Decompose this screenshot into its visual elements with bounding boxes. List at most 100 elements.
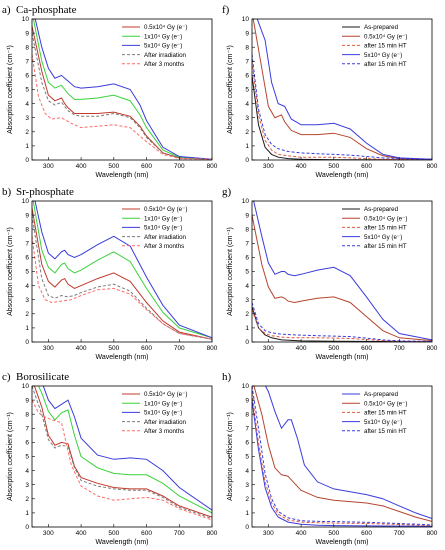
series-line	[252, 215, 432, 342]
series-line	[32, 54, 212, 160]
x-tick-label: 700	[174, 163, 185, 170]
series-line	[252, 302, 432, 342]
y-tick-label: 0	[25, 157, 29, 164]
x-tick-label: 300	[43, 345, 54, 352]
x-tick-label: 600	[361, 163, 372, 170]
panel-letter: b)	[2, 186, 12, 198]
y-tick-label: 4	[25, 468, 29, 475]
x-tick-label: 500	[108, 163, 119, 170]
y-tick-label: 5	[245, 454, 249, 461]
x-tick-label: 600	[141, 163, 152, 170]
legend-label: 5x10⁴ Gy (e⁻)	[364, 234, 402, 241]
series-line	[252, 54, 432, 160]
y-axis-label: Absorption coefficient (cm⁻¹)	[7, 227, 14, 316]
series-line	[256, 19, 432, 160]
legend: 0.5x10⁴ Gy (e⁻) 1x10⁴ Gy (e⁻) 5x10⁴ Gy (e⁻…	[122, 24, 187, 68]
x-tick-label: 700	[174, 530, 185, 537]
y-tick-label: 10	[22, 198, 30, 205]
legend-label: 0.5x10⁴ Gy (e⁻)	[364, 33, 407, 40]
x-tick-label: 400	[296, 345, 307, 352]
series-line	[32, 386, 212, 519]
legend-label: After irradiation	[144, 52, 187, 59]
y-tick-label: 1	[245, 143, 249, 150]
legend-label: 5x10⁴ Gy (e⁻)	[144, 225, 182, 232]
y-tick-label: 1	[245, 510, 249, 517]
legend-label: 5x10⁴ Gy (e⁻)	[364, 419, 402, 426]
panel-5: h) 300 400 500 600 700 800 0 1 2 3 4 5 6 7 8 9 10 Waveleng…	[222, 371, 438, 546]
y-tick-label: 2	[25, 129, 29, 136]
x-tick-label: 500	[328, 345, 339, 352]
x-tick-label: 500	[108, 345, 119, 352]
panel-title: Sr-phosphate	[16, 186, 74, 198]
y-tick-label: 8	[25, 226, 29, 233]
y-tick-label: 9	[25, 212, 29, 219]
y-tick-label: 10	[242, 16, 250, 23]
series-line	[42, 386, 212, 511]
y-tick-label: 5	[245, 269, 249, 276]
y-axis-label: Absorption coefficient (cm⁻¹)	[227, 412, 234, 501]
y-tick-label: 5	[25, 87, 29, 94]
y-tick-label: 3	[245, 482, 249, 489]
x-tick-label: 700	[394, 530, 405, 537]
y-tick-label: 7	[245, 241, 249, 248]
y-tick-label: 6	[245, 73, 249, 80]
y-tick-label: 6	[25, 255, 29, 262]
x-tick-label: 500	[328, 163, 339, 170]
series-line	[32, 19, 212, 160]
x-tick-label: 800	[207, 345, 218, 352]
legend-label: after 15 min HT	[364, 61, 407, 68]
x-tick-label: 300	[263, 163, 274, 170]
legend-label: 1x10⁴ Gy (e⁻)	[144, 215, 182, 222]
y-tick-label: 3	[25, 115, 29, 122]
legend-label: After irradiation	[144, 234, 187, 241]
x-axis-label: Wavelength (nm)	[315, 539, 368, 546]
panel-title: Borosilicate	[16, 371, 69, 383]
legend-label: 5x10⁴ Gy (e⁻)	[364, 52, 402, 59]
series-line	[252, 386, 432, 526]
y-tick-label: 7	[25, 59, 29, 66]
panel-2: c) Borosilicate 300 400 500 600 700 800 0 1 2 3 4 5 6 7…	[2, 371, 218, 546]
y-tick-label: 0	[245, 157, 249, 164]
y-tick-label: 7	[245, 426, 249, 433]
x-tick-label: 500	[108, 530, 119, 537]
y-tick-label: 5	[245, 87, 249, 94]
panel-letter: c)	[2, 371, 11, 383]
y-tick-label: 2	[25, 311, 29, 318]
legend-label: 1x10⁴ Gy (e⁻)	[144, 400, 182, 407]
y-axis-label: Absorption coefficient (cm⁻¹)	[227, 227, 234, 316]
y-tick-label: 0	[25, 524, 29, 531]
panel-letter: g)	[222, 186, 232, 198]
x-axis-label: Wavelength (nm)	[95, 354, 148, 361]
x-tick-label: 300	[263, 530, 274, 537]
y-tick-label: 1	[245, 325, 249, 332]
x-axis-label: Wavelength (nm)	[315, 354, 368, 361]
legend-label: after 15 min HT	[364, 243, 407, 250]
series-line	[252, 75, 432, 160]
y-axis-label: Absorption coefficient (cm⁻¹)	[7, 45, 14, 134]
panel-4: g) 300 400 500 600 700 800 0 1 2 3 4 5 6 7 8 9 10 Waveleng…	[222, 186, 438, 361]
legend-label: As-prepared	[364, 206, 399, 213]
panel-0: a) Ca-phosphate 300 400 500 600 700 800 0 1 2 3 4 5 6 7…	[2, 4, 218, 179]
legend-label: after 15 min HT	[364, 43, 407, 50]
legend: 0.5x10⁴ Gy (e⁻) 1x10⁴ Gy (e⁻) 5x10⁴ Gy (e⁻…	[122, 391, 187, 435]
panel-letter: h)	[222, 371, 232, 383]
y-tick-label: 2	[245, 129, 249, 136]
y-tick-label: 10	[242, 383, 250, 390]
legend-label: after 15 min HT	[364, 410, 407, 417]
y-tick-label: 4	[245, 101, 249, 108]
plot-frame	[31, 385, 213, 528]
series-line	[252, 309, 432, 342]
legend: 0.5x10⁴ Gy (e⁻) 1x10⁴ Gy (e⁻) 5x10⁴ Gy (e⁻…	[122, 206, 187, 250]
x-tick-label: 800	[427, 530, 438, 537]
y-tick-label: 4	[25, 101, 29, 108]
y-tick-label: 3	[25, 297, 29, 304]
legend-label: 5x10⁴ Gy (e⁻)	[144, 43, 182, 50]
legend-label: After 3 months	[144, 243, 184, 250]
x-tick-label: 700	[394, 345, 405, 352]
y-tick-label: 3	[245, 115, 249, 122]
series-line	[252, 393, 432, 527]
series-line	[264, 386, 432, 519]
x-tick-label: 600	[361, 345, 372, 352]
y-tick-label: 7	[25, 241, 29, 248]
x-axis-label: Wavelength (nm)	[315, 172, 368, 179]
